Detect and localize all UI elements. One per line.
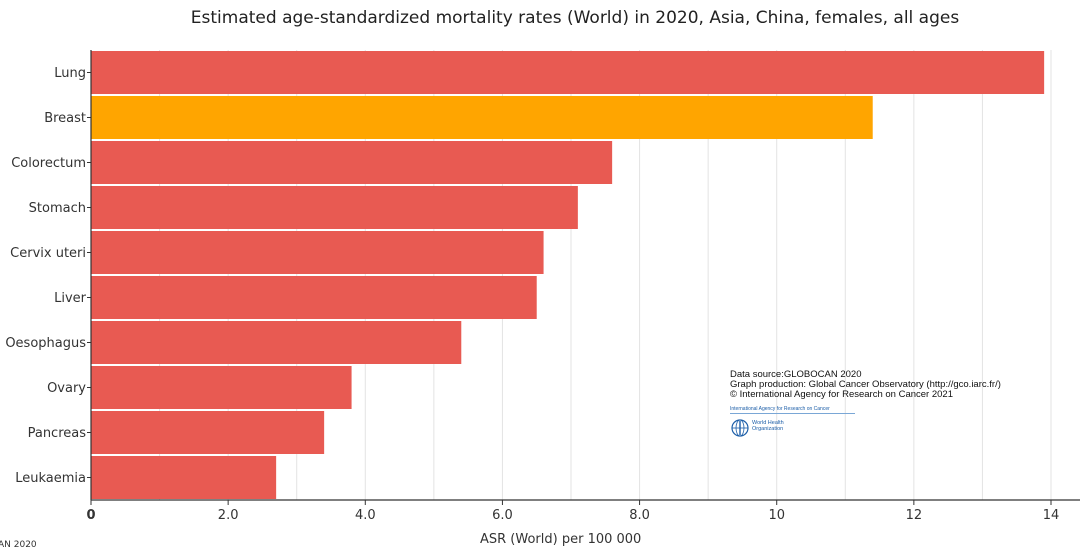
x-axis-label: ASR (World) per 100 000 — [480, 532, 642, 547]
bar-lung — [91, 51, 1045, 94]
bar-oesophagus — [91, 321, 462, 364]
bar-leukaemia — [91, 456, 277, 499]
x-tick-label: 14 — [1043, 508, 1060, 523]
category-label: Pancreas — [28, 426, 87, 441]
x-tick-label: 6.0 — [492, 508, 513, 523]
bar-pancreas — [91, 411, 325, 454]
iarc-logo-text: International Agency for Research on Can… — [730, 406, 855, 414]
who-line1: World Health — [752, 420, 784, 426]
x-tick-label: 2.0 — [218, 508, 239, 523]
who-logo-icon — [731, 419, 749, 437]
bar-liver — [91, 276, 537, 319]
x-tick-label: 8.0 — [629, 508, 650, 523]
axis-layer: Lung Breast Colorectum Stomach Cervix uteri L… — [5, 50, 1080, 523]
bar-ovary — [91, 366, 352, 409]
data-source-note: Data source:GLOBOCAN 2020 Graph producti… — [730, 370, 1001, 400]
bar-layer — [91, 51, 1045, 499]
x-tick-label: 12 — [906, 508, 923, 523]
category-label: Leukaemia — [15, 471, 86, 486]
production-line: Graph production: Global Cancer Observat… — [730, 379, 1001, 390]
footer-cut-text: AN 2020 — [0, 540, 37, 550]
category-label: Liver — [54, 291, 87, 306]
category-label: Stomach — [29, 201, 86, 216]
bar-stomach — [91, 186, 578, 229]
x-tick-label: 0 — [86, 508, 95, 523]
category-label: Oesophagus — [5, 336, 86, 351]
who-line2: Organization — [752, 426, 784, 432]
x-tick-label: 4.0 — [355, 508, 376, 523]
category-label: Ovary — [47, 381, 86, 396]
category-label: Lung — [54, 66, 86, 81]
category-label: Colorectum — [11, 156, 86, 171]
who-logo-text: World Health Organization — [752, 420, 792, 432]
category-label: Cervix uteri — [10, 246, 86, 261]
bar-colorectum — [91, 141, 613, 184]
bar-cervix-uteri — [91, 231, 544, 274]
chart-title: Estimated age-standardized mortality rat… — [190, 8, 960, 28]
x-tick-label: 10 — [768, 508, 785, 523]
category-label: Breast — [44, 111, 86, 126]
copyright-line: © International Agency for Research on C… — [730, 389, 953, 400]
source-line: Data source:GLOBOCAN 2020 — [730, 369, 862, 380]
bar-breast — [91, 96, 873, 139]
